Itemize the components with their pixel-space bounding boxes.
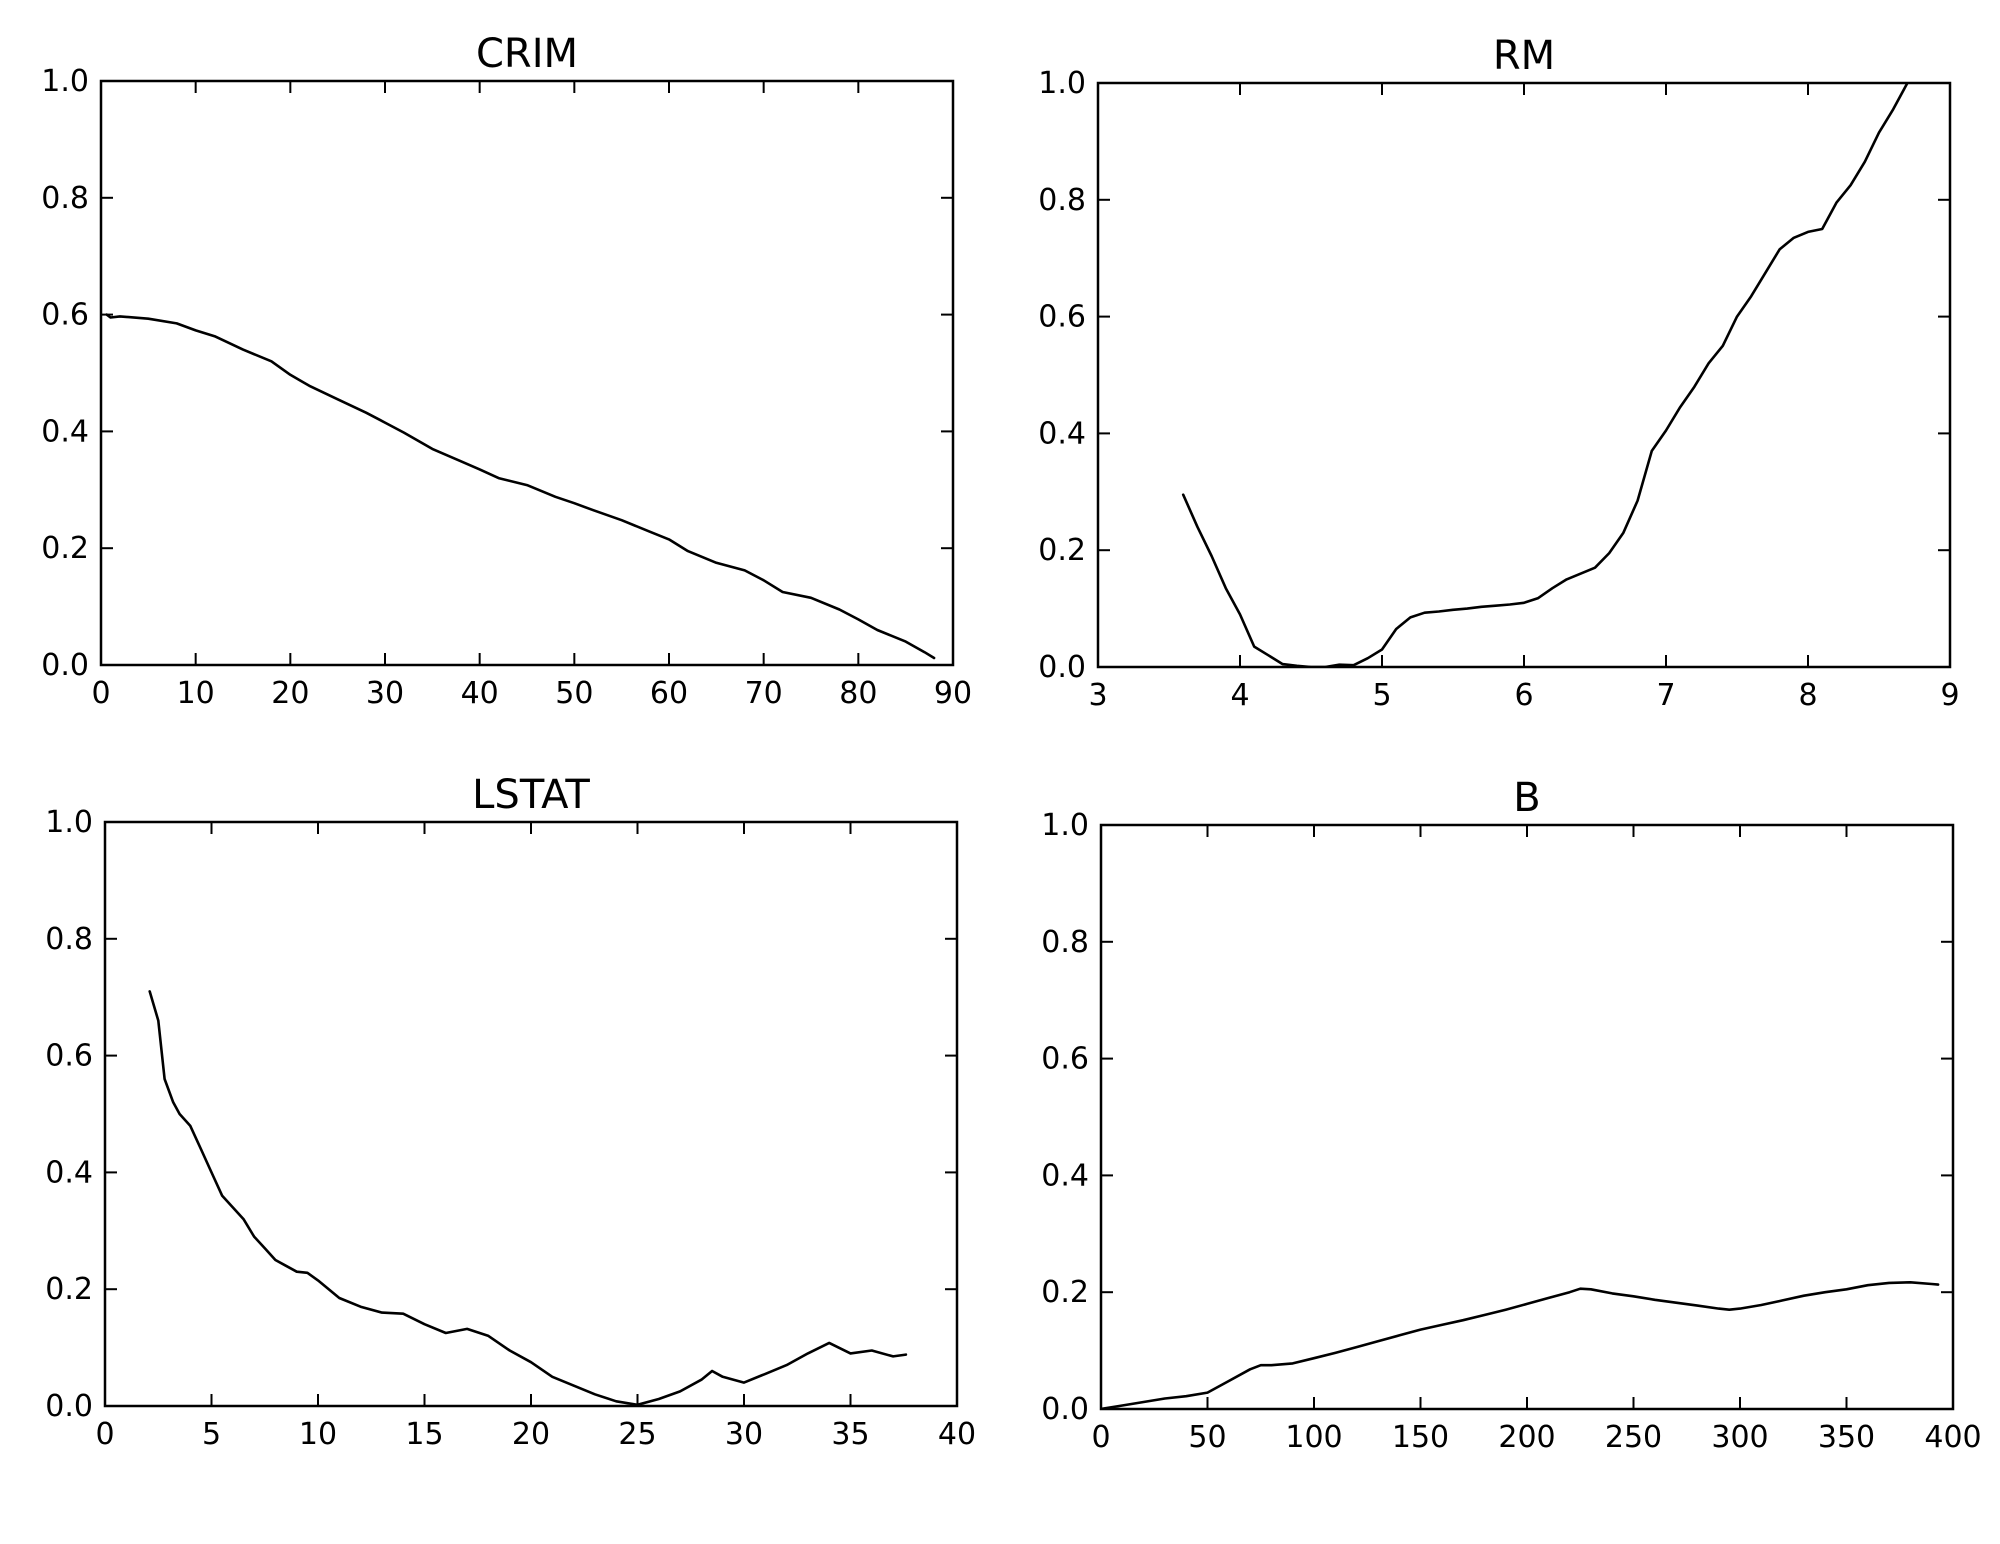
y-tick-label: 0.6 xyxy=(1038,300,1086,335)
x-tick-label: 300 xyxy=(1711,1420,1768,1455)
x-tick-label: 20 xyxy=(271,676,309,711)
x-tick-label: 5 xyxy=(1372,678,1391,713)
x-tick-label: 7 xyxy=(1656,678,1675,713)
y-tick-label: 0.4 xyxy=(1041,1158,1089,1193)
y-tick-label: 0.4 xyxy=(1038,416,1086,451)
x-tick-label: 4 xyxy=(1230,678,1249,713)
y-tick-label: 1.0 xyxy=(1038,66,1086,101)
x-tick-label: 30 xyxy=(366,676,404,711)
y-tick-label: 1.0 xyxy=(41,64,89,99)
axes-frame xyxy=(99,79,955,667)
x-tick-label: 25 xyxy=(618,1417,656,1452)
y-tick-label: 0.2 xyxy=(1041,1275,1089,1310)
x-tick-label: 8 xyxy=(1798,678,1817,713)
y-tick-label: 0.4 xyxy=(45,1155,93,1190)
y-tick-label: 0.2 xyxy=(41,531,89,566)
x-tick-label: 5 xyxy=(202,1417,221,1452)
y-tick-label: 0.8 xyxy=(45,922,93,957)
axes-frame xyxy=(103,820,959,1408)
x-tick-label: 0 xyxy=(95,1417,114,1452)
chart-title: B xyxy=(1513,775,1540,821)
y-tick-label: 1.0 xyxy=(1041,808,1089,843)
y-tick-label: 0.8 xyxy=(1041,925,1089,960)
chart-panel-b: B 0 50 100 150 200 250 300 350 400 0.0 0.2 0.4 0.6 0.8… xyxy=(1041,775,1981,1455)
y-tick-label: 0.6 xyxy=(45,1039,93,1074)
y-tick-label: 0.6 xyxy=(1041,1042,1089,1077)
chart-title: CRIM xyxy=(476,31,578,77)
x-tick-label: 60 xyxy=(650,676,688,711)
x-tick-label: 50 xyxy=(1188,1420,1226,1455)
y-tick-label: 0.6 xyxy=(41,298,89,333)
y-tick-label: 0.2 xyxy=(45,1272,93,1307)
x-tick-label: 40 xyxy=(938,1417,976,1452)
y-tick-label: 0.0 xyxy=(1041,1392,1089,1427)
series-line xyxy=(105,313,936,660)
x-tick-label: 3 xyxy=(1088,678,1107,713)
x-tick-label: 15 xyxy=(405,1417,443,1452)
x-tick-label: 350 xyxy=(1818,1420,1875,1455)
x-tick-label: 400 xyxy=(1924,1420,1981,1455)
x-tick-label: 35 xyxy=(831,1417,869,1452)
x-tick-label: 6 xyxy=(1514,678,1533,713)
y-tick-label: 0.4 xyxy=(41,414,89,449)
y-tick-label: 0.0 xyxy=(1038,650,1086,685)
x-tick-label: 0 xyxy=(1091,1420,1110,1455)
x-tick-label: 150 xyxy=(1392,1420,1449,1455)
x-tick-label: 0 xyxy=(91,676,110,711)
y-tick-label: 1.0 xyxy=(45,805,93,840)
x-tick-label: 70 xyxy=(745,676,783,711)
x-tick-label: 10 xyxy=(299,1417,337,1452)
x-tick-label: 20 xyxy=(512,1417,550,1452)
x-tick-label: 200 xyxy=(1498,1420,1555,1455)
series-line xyxy=(1101,1281,1940,1409)
x-tick-label: 80 xyxy=(839,676,877,711)
series-line xyxy=(1181,83,1909,667)
x-tick-label: 250 xyxy=(1605,1420,1662,1455)
axes-frame xyxy=(1099,823,1955,1411)
axes-frame xyxy=(1096,81,1952,669)
chart-panel-rm: RM 3 4 5 6 7 8 9 0.0 0.2 0.4 0.6 0.8 1.0 xyxy=(1038,33,1959,713)
chart-title: RM xyxy=(1493,33,1555,79)
x-tick-label: 40 xyxy=(461,676,499,711)
chart-panel-crim: CRIM 0 10 20 30 40 50 60 70 80 90 0.0 0.2 0.4 0.6 0.8 1.… xyxy=(41,31,972,711)
x-tick-label: 100 xyxy=(1285,1420,1342,1455)
x-tick-label: 50 xyxy=(555,676,593,711)
x-tick-label: 90 xyxy=(934,676,972,711)
x-tick-label: 9 xyxy=(1940,678,1959,713)
x-tick-label: 30 xyxy=(725,1417,763,1452)
y-tick-label: 0.8 xyxy=(41,181,89,216)
chart-panel-lstat: LSTAT 0 5 10 15 20 25 30 35 40 0.0 0.2 0.4 0.6 0.8 1.0 xyxy=(45,772,976,1452)
y-tick-label: 0.0 xyxy=(41,648,89,683)
y-tick-label: 0.0 xyxy=(45,1389,93,1424)
series-line xyxy=(148,990,908,1406)
chart-title: LSTAT xyxy=(472,772,590,818)
x-tick-label: 10 xyxy=(177,676,215,711)
y-tick-label: 0.2 xyxy=(1038,533,1086,568)
y-tick-label: 0.8 xyxy=(1038,183,1086,218)
